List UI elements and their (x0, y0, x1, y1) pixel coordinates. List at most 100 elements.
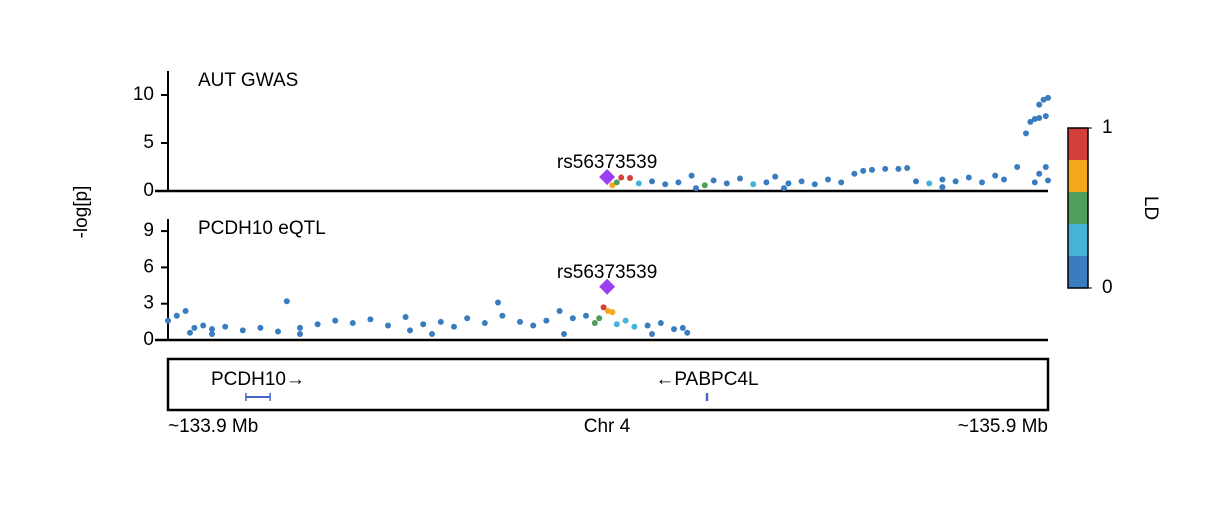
snp-point (649, 178, 655, 185)
snp-point (701, 182, 708, 189)
snp-point (1036, 101, 1043, 108)
snp-point (1036, 115, 1043, 122)
snp-point (609, 182, 616, 189)
snp-point (495, 299, 501, 306)
panel-title: AUT GWAS (198, 70, 298, 91)
snp-point (1042, 164, 1049, 170)
snp-point (838, 179, 845, 186)
colorbar-tick-label: 1 (1102, 117, 1113, 138)
snp-point (437, 318, 444, 325)
snp-point (952, 178, 959, 185)
y-tick-label: 10 (133, 84, 154, 105)
snp-point (622, 317, 629, 324)
snp-point (1045, 177, 1051, 184)
snp-point (569, 315, 576, 322)
y-tick-label: 6 (143, 256, 154, 277)
snp-point (684, 329, 691, 336)
snp-point (543, 317, 550, 324)
snp-point (675, 179, 682, 186)
colorbar-segment (1068, 224, 1088, 256)
snp-point (561, 330, 567, 337)
snp-point (222, 323, 229, 330)
snp-point (314, 321, 321, 328)
snp-point (182, 307, 189, 314)
snp-point (662, 181, 669, 188)
lead-snp (599, 278, 616, 295)
snp-point (1023, 130, 1029, 137)
snp-point (851, 170, 858, 177)
lead-snp (599, 168, 616, 185)
snp-point (530, 322, 537, 329)
snp-point (613, 321, 620, 328)
snp-point (965, 174, 972, 181)
y-axis-label: -log[p] (71, 186, 92, 239)
x-axis-left: ~133.9 Mb (168, 416, 258, 437)
snp-point (481, 320, 488, 327)
snp-point (992, 172, 999, 179)
snp-point (297, 324, 303, 331)
snp-point (939, 176, 946, 183)
snp-point (1001, 176, 1007, 183)
snp-point (583, 312, 589, 319)
colorbar-segment (1068, 192, 1088, 224)
snp-point (1036, 170, 1043, 177)
snp-point (613, 179, 620, 186)
snp-point (979, 179, 985, 186)
snp-point (464, 315, 471, 322)
snp-point (811, 181, 818, 188)
snp-point (239, 327, 246, 334)
lead-snp-label: rs56373539 (557, 152, 657, 173)
snp-point (1014, 164, 1021, 170)
snp-point (750, 181, 757, 188)
snp-point (737, 175, 743, 182)
y-tick-label: 3 (143, 293, 154, 314)
snp-point (785, 180, 792, 187)
snp-point (385, 322, 391, 329)
snp-point (635, 180, 642, 187)
snp-point (275, 328, 281, 335)
snp-point (939, 184, 946, 191)
snp-point (671, 326, 677, 333)
snp-point (332, 317, 339, 324)
colorbar-tick-label: 0 (1102, 277, 1113, 298)
y-tick-label: 5 (143, 132, 154, 153)
snp-point (688, 172, 695, 179)
colorbar-segment (1068, 128, 1088, 160)
snp-point (429, 330, 435, 337)
colorbar-segment (1068, 256, 1088, 288)
snp-point (451, 323, 457, 330)
snp-point (882, 165, 889, 172)
snp-point (407, 327, 413, 334)
snp-point (1042, 113, 1049, 120)
snp-point (895, 165, 902, 172)
snp-point (1027, 118, 1034, 125)
snp-point (679, 324, 686, 331)
snp-point (763, 179, 770, 186)
snp-point (209, 326, 215, 333)
snp-point (631, 323, 638, 330)
snp-point (499, 312, 506, 319)
snp-point (600, 304, 607, 311)
snp-point (693, 185, 699, 192)
snp-point (609, 309, 616, 316)
snp-point (904, 164, 911, 171)
x-axis-center: Chr 4 (584, 416, 631, 437)
snp-point (781, 185, 787, 192)
snp-point (710, 177, 717, 184)
snp-point (772, 173, 779, 180)
gene-label: ←PABPC4L (655, 369, 758, 390)
snp-point (402, 314, 409, 321)
snp-point (187, 329, 193, 336)
snp-point (191, 324, 198, 331)
snp-point (618, 174, 625, 181)
snp-point (644, 322, 651, 329)
y-tick-label: 0 (143, 180, 154, 201)
snp-point (556, 307, 563, 314)
snp-point (860, 167, 867, 174)
snp-point (367, 316, 374, 323)
snp-point (1031, 179, 1038, 186)
snp-point (1045, 94, 1051, 101)
